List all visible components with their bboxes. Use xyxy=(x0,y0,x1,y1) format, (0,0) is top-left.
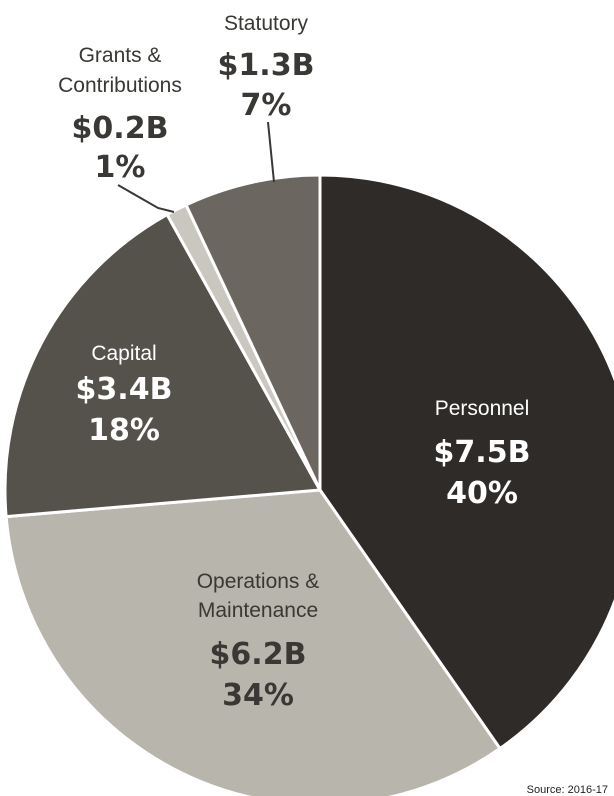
slice-label-personnel: Personnel xyxy=(435,397,530,420)
slice-label-operations-maintenance: Maintenance xyxy=(198,599,318,622)
pie-slice-personnel xyxy=(318,173,614,751)
slice-label-operations-maintenance: Operations & xyxy=(197,570,320,593)
slice-label-capital: Capital xyxy=(91,342,156,365)
pie-slice-statutory xyxy=(184,173,322,491)
slice-amount-capital: $3.4B xyxy=(76,372,173,407)
slice-label-statutory: Statutory xyxy=(224,12,309,35)
slice-percent-personnel: 40% xyxy=(446,476,518,511)
slice-amount-statutory: $1.3B xyxy=(218,48,315,83)
slice-amount-grants-contributions: $0.2B xyxy=(72,111,169,146)
pie-slice-capital xyxy=(3,212,323,519)
slice-label-grants-contributions: Contributions xyxy=(58,74,182,97)
slice-percent-statutory: 7% xyxy=(241,88,292,123)
source-note: Source: 2016-17 xyxy=(526,784,608,796)
slice-amount-personnel: $7.5B xyxy=(434,435,531,470)
pie-slice-operations-maintenance xyxy=(4,488,503,796)
slice-percent-operations-maintenance: 34% xyxy=(222,678,294,713)
leader-line-grants-contributions xyxy=(117,184,175,213)
slice-percent-grants-contributions: 1% xyxy=(95,150,146,185)
slice-amount-operations-maintenance: $6.2B xyxy=(210,637,307,672)
slice-percent-capital: 18% xyxy=(88,413,160,448)
slice-label-grants-contributions: Grants & xyxy=(79,44,162,67)
leader-line-statutory xyxy=(267,121,275,183)
